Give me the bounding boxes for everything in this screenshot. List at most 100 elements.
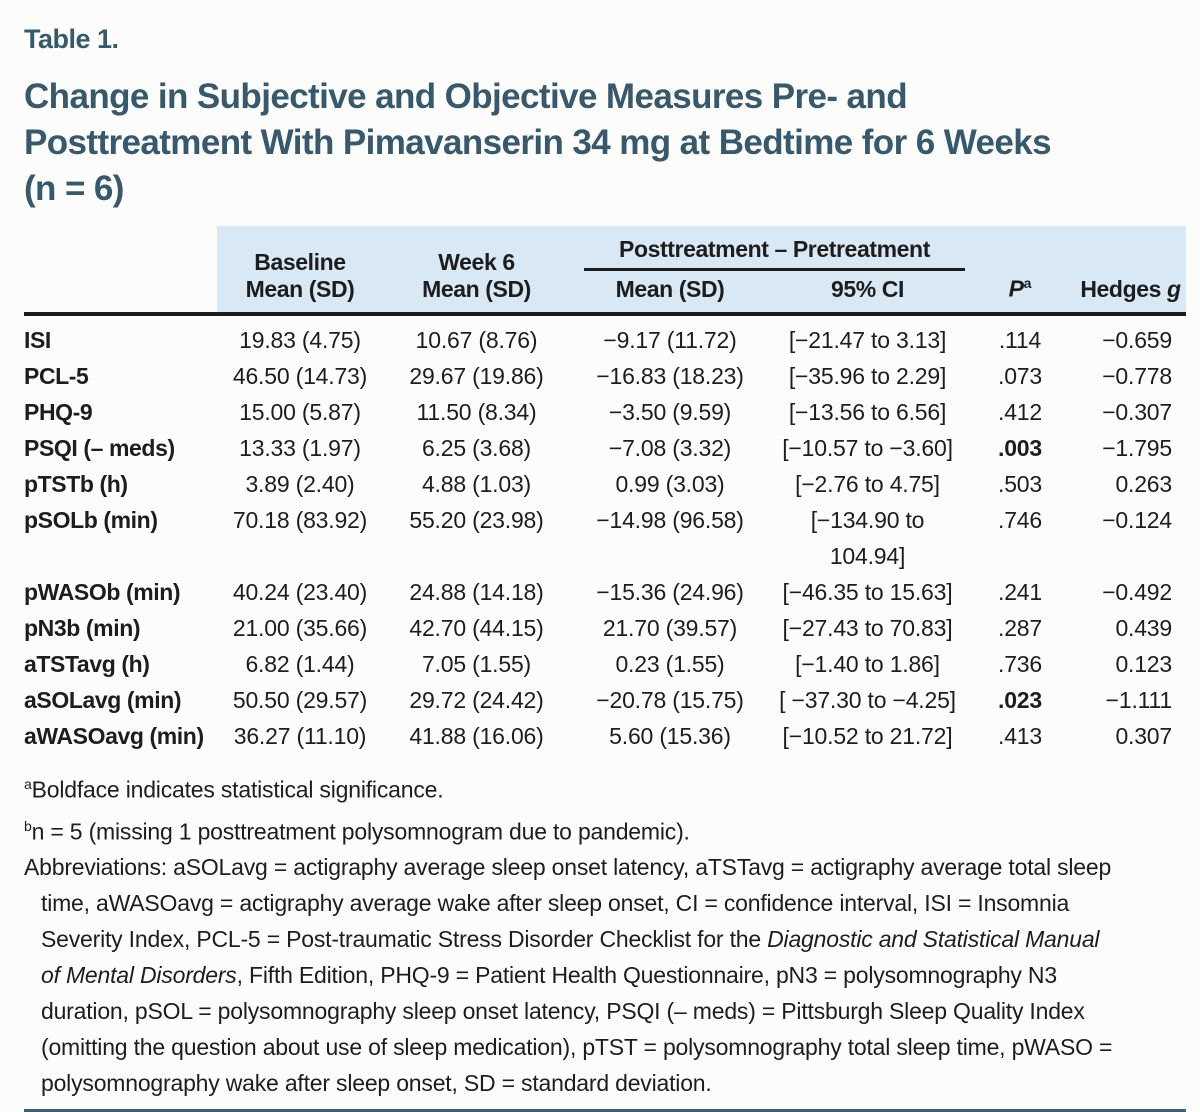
spanner-label: Posttreatment – Pretreatment: [584, 236, 965, 271]
cell-p: .287: [998, 615, 1042, 641]
p-italic: P: [1008, 276, 1024, 302]
cell-diff-mean: 0.23 (1.55): [615, 651, 725, 677]
cell-ci: [−46.35 to 15.63]: [782, 579, 953, 605]
row-label: pN3b (min): [24, 615, 141, 641]
row-label: pWASOb (min): [24, 579, 181, 605]
cell-ci: [−10.52 to 21.72]: [782, 723, 953, 749]
cell-baseline: 13.33 (1.97): [239, 435, 361, 461]
cell-hedges: −0.492: [1102, 579, 1172, 605]
cell-hedges: −0.307: [1102, 399, 1172, 425]
cell-hedges: 0.307: [1115, 723, 1172, 749]
cell-ci: [−134.90 to 104.94]: [810, 507, 925, 569]
cell-diff-mean: −3.50 (9.59): [608, 399, 732, 425]
cell-diff-mean: 21.70 (39.57): [602, 615, 738, 641]
cell-week6: 42.70 (44.15): [409, 615, 544, 641]
cell-ci: [−1.40 to 1.86]: [795, 651, 940, 677]
cell-week6: 29.72 (24.42): [409, 687, 544, 713]
cell-diff-mean: 5.60 (15.36): [609, 723, 731, 749]
cell-week6: 7.05 (1.55): [421, 651, 532, 677]
table-row: PCL-5 46.50 (14.73) 29.67 (19.86) −16.83…: [24, 358, 1186, 394]
abbreviations: Abbreviations: aSOLavg = actigraphy aver…: [24, 849, 1116, 1101]
col-header-diff-mean: Mean (SD): [570, 271, 770, 316]
cell-hedges: −1.111: [1105, 687, 1173, 713]
cell-p: .412: [998, 399, 1042, 425]
table-header: Baseline Mean (SD) Week 6 Mean (SD) Post…: [24, 226, 1186, 316]
cell-baseline: 6.82 (1.44): [245, 651, 355, 677]
abbreviations-text-2: , Fifth Edition, PHQ-9 = Patient Health …: [41, 962, 1113, 1097]
header-row-top: Baseline Mean (SD) Week 6 Mean (SD) Post…: [24, 226, 1186, 316]
table-row: pTSTb (h) 3.89 (2.40) 4.88 (1.03) 0.99 (…: [24, 466, 1186, 502]
cell-week6: 29.67 (19.86): [409, 363, 544, 389]
cell-diff-mean: 0.99 (3.03): [615, 471, 725, 497]
cell-p: .413: [998, 723, 1042, 749]
table-body: ISI 19.83 (4.75) 10.67 (8.76) −9.17 (11.…: [24, 314, 1186, 754]
hedges-g-italic: g: [1167, 276, 1181, 302]
col-header-baseline-line1: Baseline: [254, 249, 346, 275]
col-header-hedges-g: Hedges g: [1075, 226, 1186, 316]
table-row: aSOLavg (min) 50.50 (29.57) 29.72 (24.42…: [24, 682, 1186, 718]
col-header-week6: Week 6 Mean (SD): [383, 226, 570, 316]
col-header-baseline: Baseline Mean (SD): [217, 226, 383, 316]
footnote-b-marker: b: [24, 817, 32, 834]
cell-p: .736: [998, 651, 1042, 677]
cell-week6: 6.25 (3.68): [421, 435, 532, 461]
footnote-b: bn = 5 (missing 1 posttreatment polysomn…: [24, 808, 1116, 850]
page-title-line: (n = 6): [24, 169, 124, 208]
table-row: aWASOavg (min) 36.27 (11.10) 41.88 (16.0…: [24, 718, 1186, 754]
cell-diff-mean: −16.83 (18.23): [596, 363, 744, 389]
cell-p: .503: [998, 471, 1042, 497]
cell-week6: 10.67 (8.76): [415, 327, 538, 353]
cell-ci: [−13.56 to 6.56]: [788, 399, 947, 425]
row-label: aTSTavg (h): [24, 651, 150, 677]
table-row: PSQI (– meds) 13.33 (1.97) 6.25 (3.68) −…: [24, 430, 1186, 466]
cell-baseline: 50.50 (29.57): [232, 687, 368, 713]
col-header-p: Pa: [965, 226, 1075, 316]
row-label: PCL-5: [24, 363, 89, 389]
row-label: ISI: [24, 327, 51, 353]
cell-p: .114: [998, 327, 1042, 353]
cell-hedges: 0.439: [1115, 615, 1172, 641]
table-row: PHQ-9 15.00 (5.87) 11.50 (8.34) −3.50 (9…: [24, 394, 1186, 430]
cell-week6: 41.88 (16.06): [409, 723, 544, 749]
cell-week6: 4.88 (1.03): [421, 471, 532, 497]
col-header-ci: 95% CI: [770, 271, 965, 316]
cell-ci: [−10.57 to −3.60]: [782, 435, 953, 461]
cell-hedges: 0.123: [1115, 651, 1172, 677]
cell-p: .746: [998, 507, 1042, 533]
cell-baseline: 70.18 (83.92): [232, 507, 368, 533]
footnote-a-marker: a: [24, 776, 32, 792]
row-label: aSOLavg (min): [24, 687, 182, 713]
footnote-b-text: n = 5 (missing 1 posttreatment polysomno…: [31, 818, 690, 845]
cell-p: .073: [998, 363, 1042, 389]
col-header-empty: [24, 226, 217, 316]
row-label: aWASOavg (min): [24, 723, 204, 749]
table-label: Table 1.: [24, 24, 119, 54]
col-header-week6-line2: Mean (SD): [422, 276, 531, 302]
abbreviations-text-1: Abbreviations: aSOLavg = actigraphy aver…: [24, 854, 1112, 953]
cell-ci: [ −37.30 to −4.25]: [779, 687, 956, 713]
table-row: pN3b (min) 21.00 (35.66) 42.70 (44.15) 2…: [24, 610, 1186, 646]
header-row-sub: Mean (SD) 95% CI: [24, 271, 1186, 316]
page-title-line: Posttreatment With Pimavanserin 34 mg at…: [24, 123, 1052, 162]
cell-ci: [−27.43 to 70.83]: [782, 615, 953, 641]
cell-p: .241: [998, 579, 1042, 605]
cell-week6: 11.50 (8.34): [416, 399, 537, 425]
cell-diff-mean: −20.78 (15.75): [596, 687, 744, 713]
col-header-week6-line1: Week 6: [438, 249, 515, 275]
cell-week6: 55.20 (23.98): [409, 507, 544, 533]
cell-week6: 24.88 (14.18): [409, 579, 544, 605]
row-label: PHQ-9: [24, 399, 93, 425]
page-title: Change in Subjective and Objective Measu…: [24, 74, 1186, 212]
footnote-a-text: Boldface indicates statistical significa…: [31, 776, 444, 803]
cell-hedges: −1.795: [1102, 435, 1172, 461]
cell-baseline: 15.00 (5.87): [239, 399, 361, 425]
cell-diff-mean: −7.08 (3.32): [608, 435, 732, 461]
cell-diff-mean: −15.36 (24.96): [596, 579, 744, 605]
table-row: pWASOb (min) 40.24 (23.40) 24.88 (14.18)…: [24, 574, 1186, 610]
cell-hedges: −0.659: [1102, 327, 1172, 353]
cell-baseline: 36.27 (11.10): [233, 723, 367, 749]
cell-p: .023: [998, 687, 1042, 713]
table-row: aTSTavg (h) 6.82 (1.44) 7.05 (1.55) 0.23…: [24, 646, 1186, 682]
cell-diff-mean: −9.17 (11.72): [603, 327, 737, 353]
